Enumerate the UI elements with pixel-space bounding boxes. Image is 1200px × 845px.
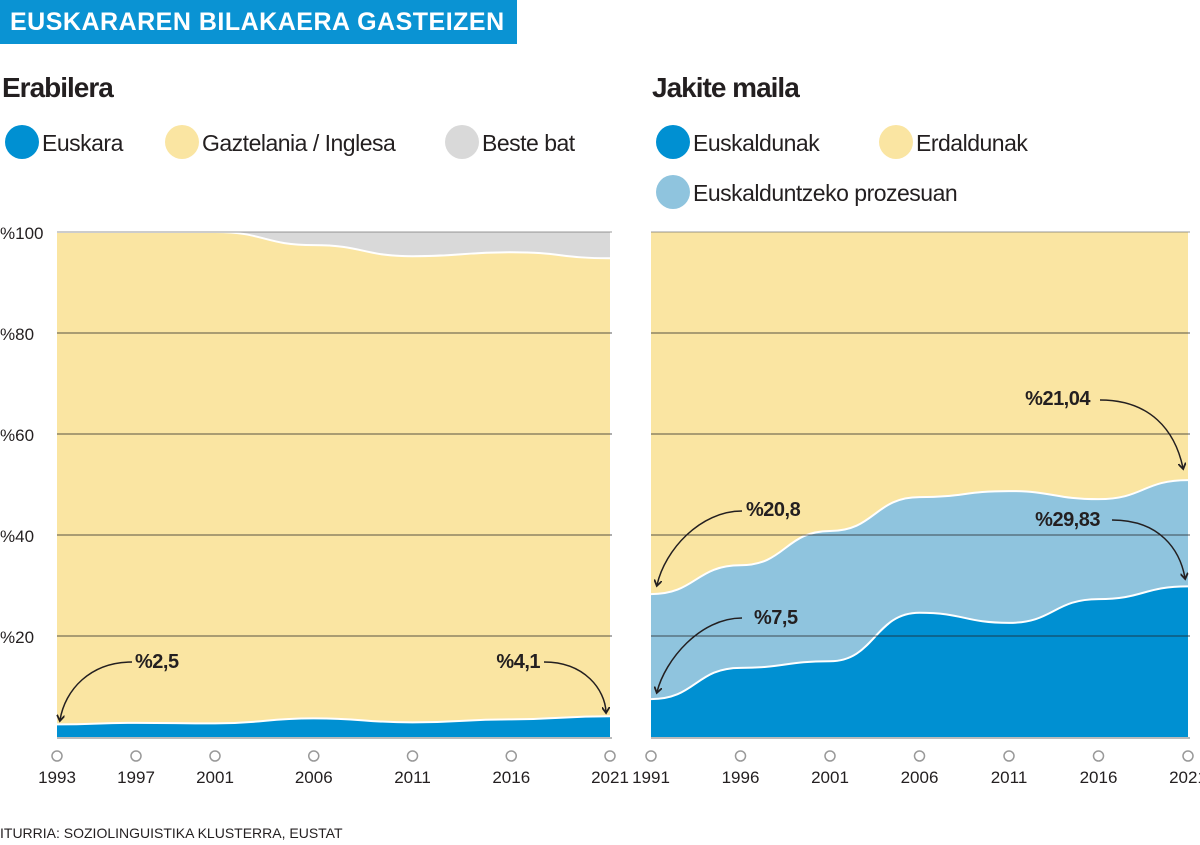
- source-note: ITURRIA: SOZIOLINGUISTIKA KLUSTERRA, EUS…: [0, 825, 343, 841]
- x-tick-label: 1997: [117, 768, 155, 787]
- x-tick-label: 2016: [492, 768, 530, 787]
- x-tick-marker: [51, 750, 63, 762]
- x-tick-label: 2011: [394, 768, 431, 787]
- legend-label: Beste bat: [482, 130, 576, 156]
- x-tick-label: 1991: [632, 768, 670, 787]
- annotation-label: %7,5: [754, 607, 798, 629]
- chart-title-erabilera: Erabilera: [2, 72, 114, 103]
- legend-label: Euskara: [42, 130, 124, 156]
- series-boundary-line: [650, 479, 1189, 596]
- legend-swatch: [879, 125, 913, 159]
- series-boundary-line: [650, 585, 1189, 701]
- x-tick-label: 2006: [295, 768, 333, 787]
- x-tick-marker: [1003, 750, 1015, 762]
- annotation-arrow-icon: [60, 661, 133, 720]
- area-euskara: [57, 716, 610, 737]
- annotation-label: %2,5: [135, 651, 179, 673]
- annotation-label: %4,1: [496, 651, 540, 673]
- legend-label: Euskaldunak: [693, 130, 820, 156]
- annotation-label: %21,04: [1025, 388, 1091, 410]
- x-tick-marker: [645, 750, 657, 762]
- x-tick-marker: [1182, 750, 1194, 762]
- chart-title-jakite-maila: Jakite maila: [652, 72, 800, 103]
- infographic-title: EUSKARAREN BILAKAERA GASTEIZEN: [10, 7, 505, 36]
- x-tick-label: 2001: [811, 768, 849, 787]
- area-euskaldunak: [651, 586, 1188, 737]
- annotation-arrow-icon: [657, 617, 743, 692]
- x-tick-marker: [604, 750, 616, 762]
- x-tick-marker: [406, 750, 419, 762]
- legend-label: Gaztelania / Inglesa: [202, 130, 396, 156]
- legend-swatch: [445, 125, 479, 159]
- title-banner: EUSKARAREN BILAKAERA GASTEIZEN: [0, 0, 517, 44]
- x-tick-marker: [130, 750, 142, 762]
- x-tick-label: 2021: [591, 768, 629, 787]
- annotation-arrow-icon: [1111, 519, 1185, 578]
- legend-label: Erdaldunak: [916, 130, 1028, 156]
- y-tick-label: %20: [0, 628, 34, 647]
- annotation-arrow-icon: [657, 510, 743, 585]
- x-tick-marker: [308, 750, 320, 762]
- area-erdaldunak: [651, 232, 1188, 595]
- x-tick-label: 2001: [196, 768, 234, 787]
- series-boundary-line: [56, 715, 611, 726]
- legend-label: Euskalduntzeko prozesuan: [693, 180, 957, 206]
- annotation-arrow-icon: [543, 661, 606, 712]
- x-tick-label: 1993: [38, 768, 76, 787]
- x-tick-marker: [734, 750, 747, 762]
- x-tick-marker: [1092, 750, 1105, 762]
- x-tick-marker: [913, 750, 926, 762]
- legend-swatch: [656, 125, 690, 159]
- y-tick-label: %100: [0, 224, 43, 243]
- legend-swatch: [656, 175, 690, 209]
- legend-swatch: [5, 125, 39, 159]
- chart-panel-1: 1991 1996 2001 2006 2011 2016 2021 Euskaldunak E…: [632, 125, 1200, 787]
- x-tick-marker: [824, 750, 836, 762]
- area-gaztelania-inglesa: [57, 232, 610, 725]
- x-tick-label: 2006: [901, 768, 939, 787]
- y-tick-label: %80: [0, 325, 34, 344]
- annotation-label: %29,83: [1035, 509, 1100, 531]
- x-tick-label: 1996: [722, 768, 760, 787]
- y-tick-label: %40: [0, 527, 34, 546]
- x-tick-label: 2016: [1080, 768, 1118, 787]
- x-tick-marker: [505, 750, 517, 762]
- x-tick-label: 2021: [1169, 768, 1200, 787]
- annotation-arrow-icon: [1099, 399, 1183, 468]
- x-tick-marker: [209, 750, 221, 762]
- annotation-label: %20,8: [746, 499, 801, 521]
- legend-swatch: [165, 125, 199, 159]
- chart-panel-0: %20 %40 %60 %80 %100 1993 1997 2001 2006 2011 2016…: [0, 125, 629, 787]
- y-tick-label: %60: [0, 426, 34, 445]
- x-tick-label: 2011: [991, 768, 1028, 787]
